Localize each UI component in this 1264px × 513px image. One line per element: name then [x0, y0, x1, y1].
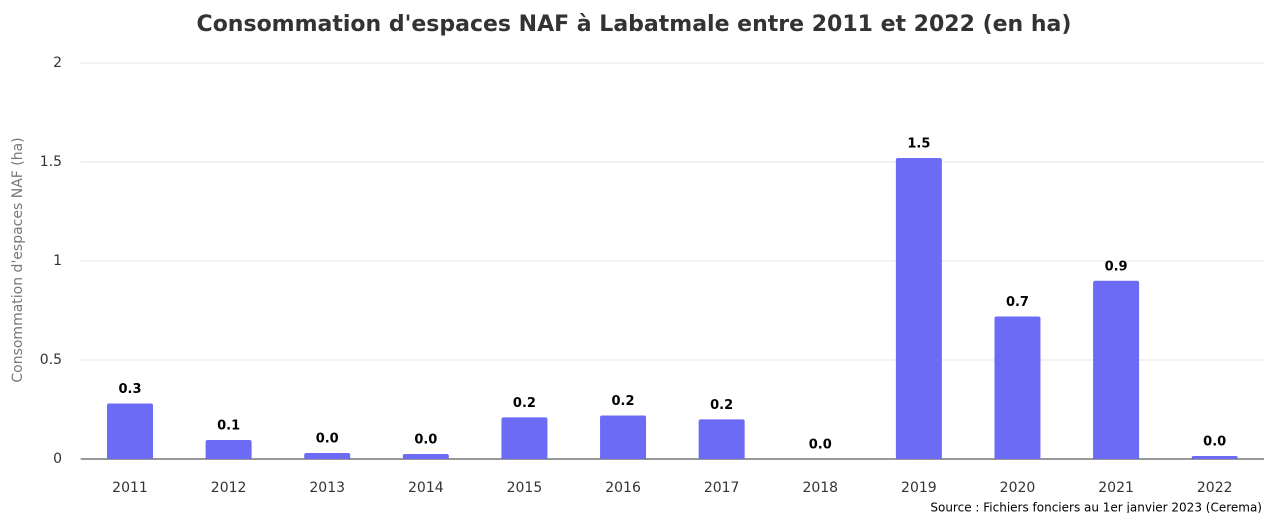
x-tick-label: 2020 [1000, 480, 1036, 496]
y-tick-label: 0 [53, 451, 62, 467]
value-label: 0.2 [710, 398, 733, 413]
x-tick-label: 2011 [112, 480, 148, 496]
bar [205, 439, 252, 459]
value-label: 0.2 [612, 394, 635, 409]
y-tick-label: 2 [53, 55, 62, 71]
x-tick-label: 2019 [901, 480, 937, 496]
x-tick-label: 2017 [704, 480, 740, 496]
value-label: 0.0 [316, 432, 339, 447]
y-axis-label: Consommation d'espaces NAF (ha) [10, 137, 26, 382]
y-tick-label: 1 [53, 253, 62, 269]
x-tick-label: 2013 [309, 480, 345, 496]
x-tick-label: 2022 [1197, 480, 1233, 496]
bar [501, 417, 548, 459]
bar [600, 415, 647, 459]
value-label: 0.0 [414, 433, 437, 448]
bar [107, 403, 154, 459]
bar [994, 316, 1041, 459]
value-label: 0.9 [1105, 259, 1128, 274]
value-label: 1.5 [907, 137, 930, 152]
bar [1093, 280, 1140, 459]
value-label: 0.3 [118, 382, 141, 397]
value-label: 0.7 [1006, 295, 1029, 310]
bar [1191, 456, 1238, 459]
bar [698, 419, 745, 459]
x-tick-label: 2012 [211, 480, 247, 496]
x-tick-label: 2021 [1098, 480, 1134, 496]
bar [304, 453, 351, 459]
value-label: 0.1 [217, 418, 240, 433]
bar [895, 158, 942, 460]
x-tick-label: 2015 [507, 480, 543, 496]
x-tick-label: 2014 [408, 480, 444, 496]
value-label: 0.2 [513, 396, 536, 411]
x-tick-label: 2016 [605, 480, 641, 496]
y-tick-label: 0.5 [40, 352, 62, 368]
y-tick-label: 1.5 [40, 154, 62, 170]
value-label: 0.0 [1203, 435, 1226, 450]
value-label: 0.0 [809, 438, 832, 453]
x-tick-label: 2018 [802, 480, 838, 496]
bar [402, 454, 449, 459]
chart-title: Consommation d'espaces NAF à Labatmale e… [197, 12, 1072, 37]
source: Source : Fichiers fonciers au 1er janvie… [930, 501, 1262, 513]
